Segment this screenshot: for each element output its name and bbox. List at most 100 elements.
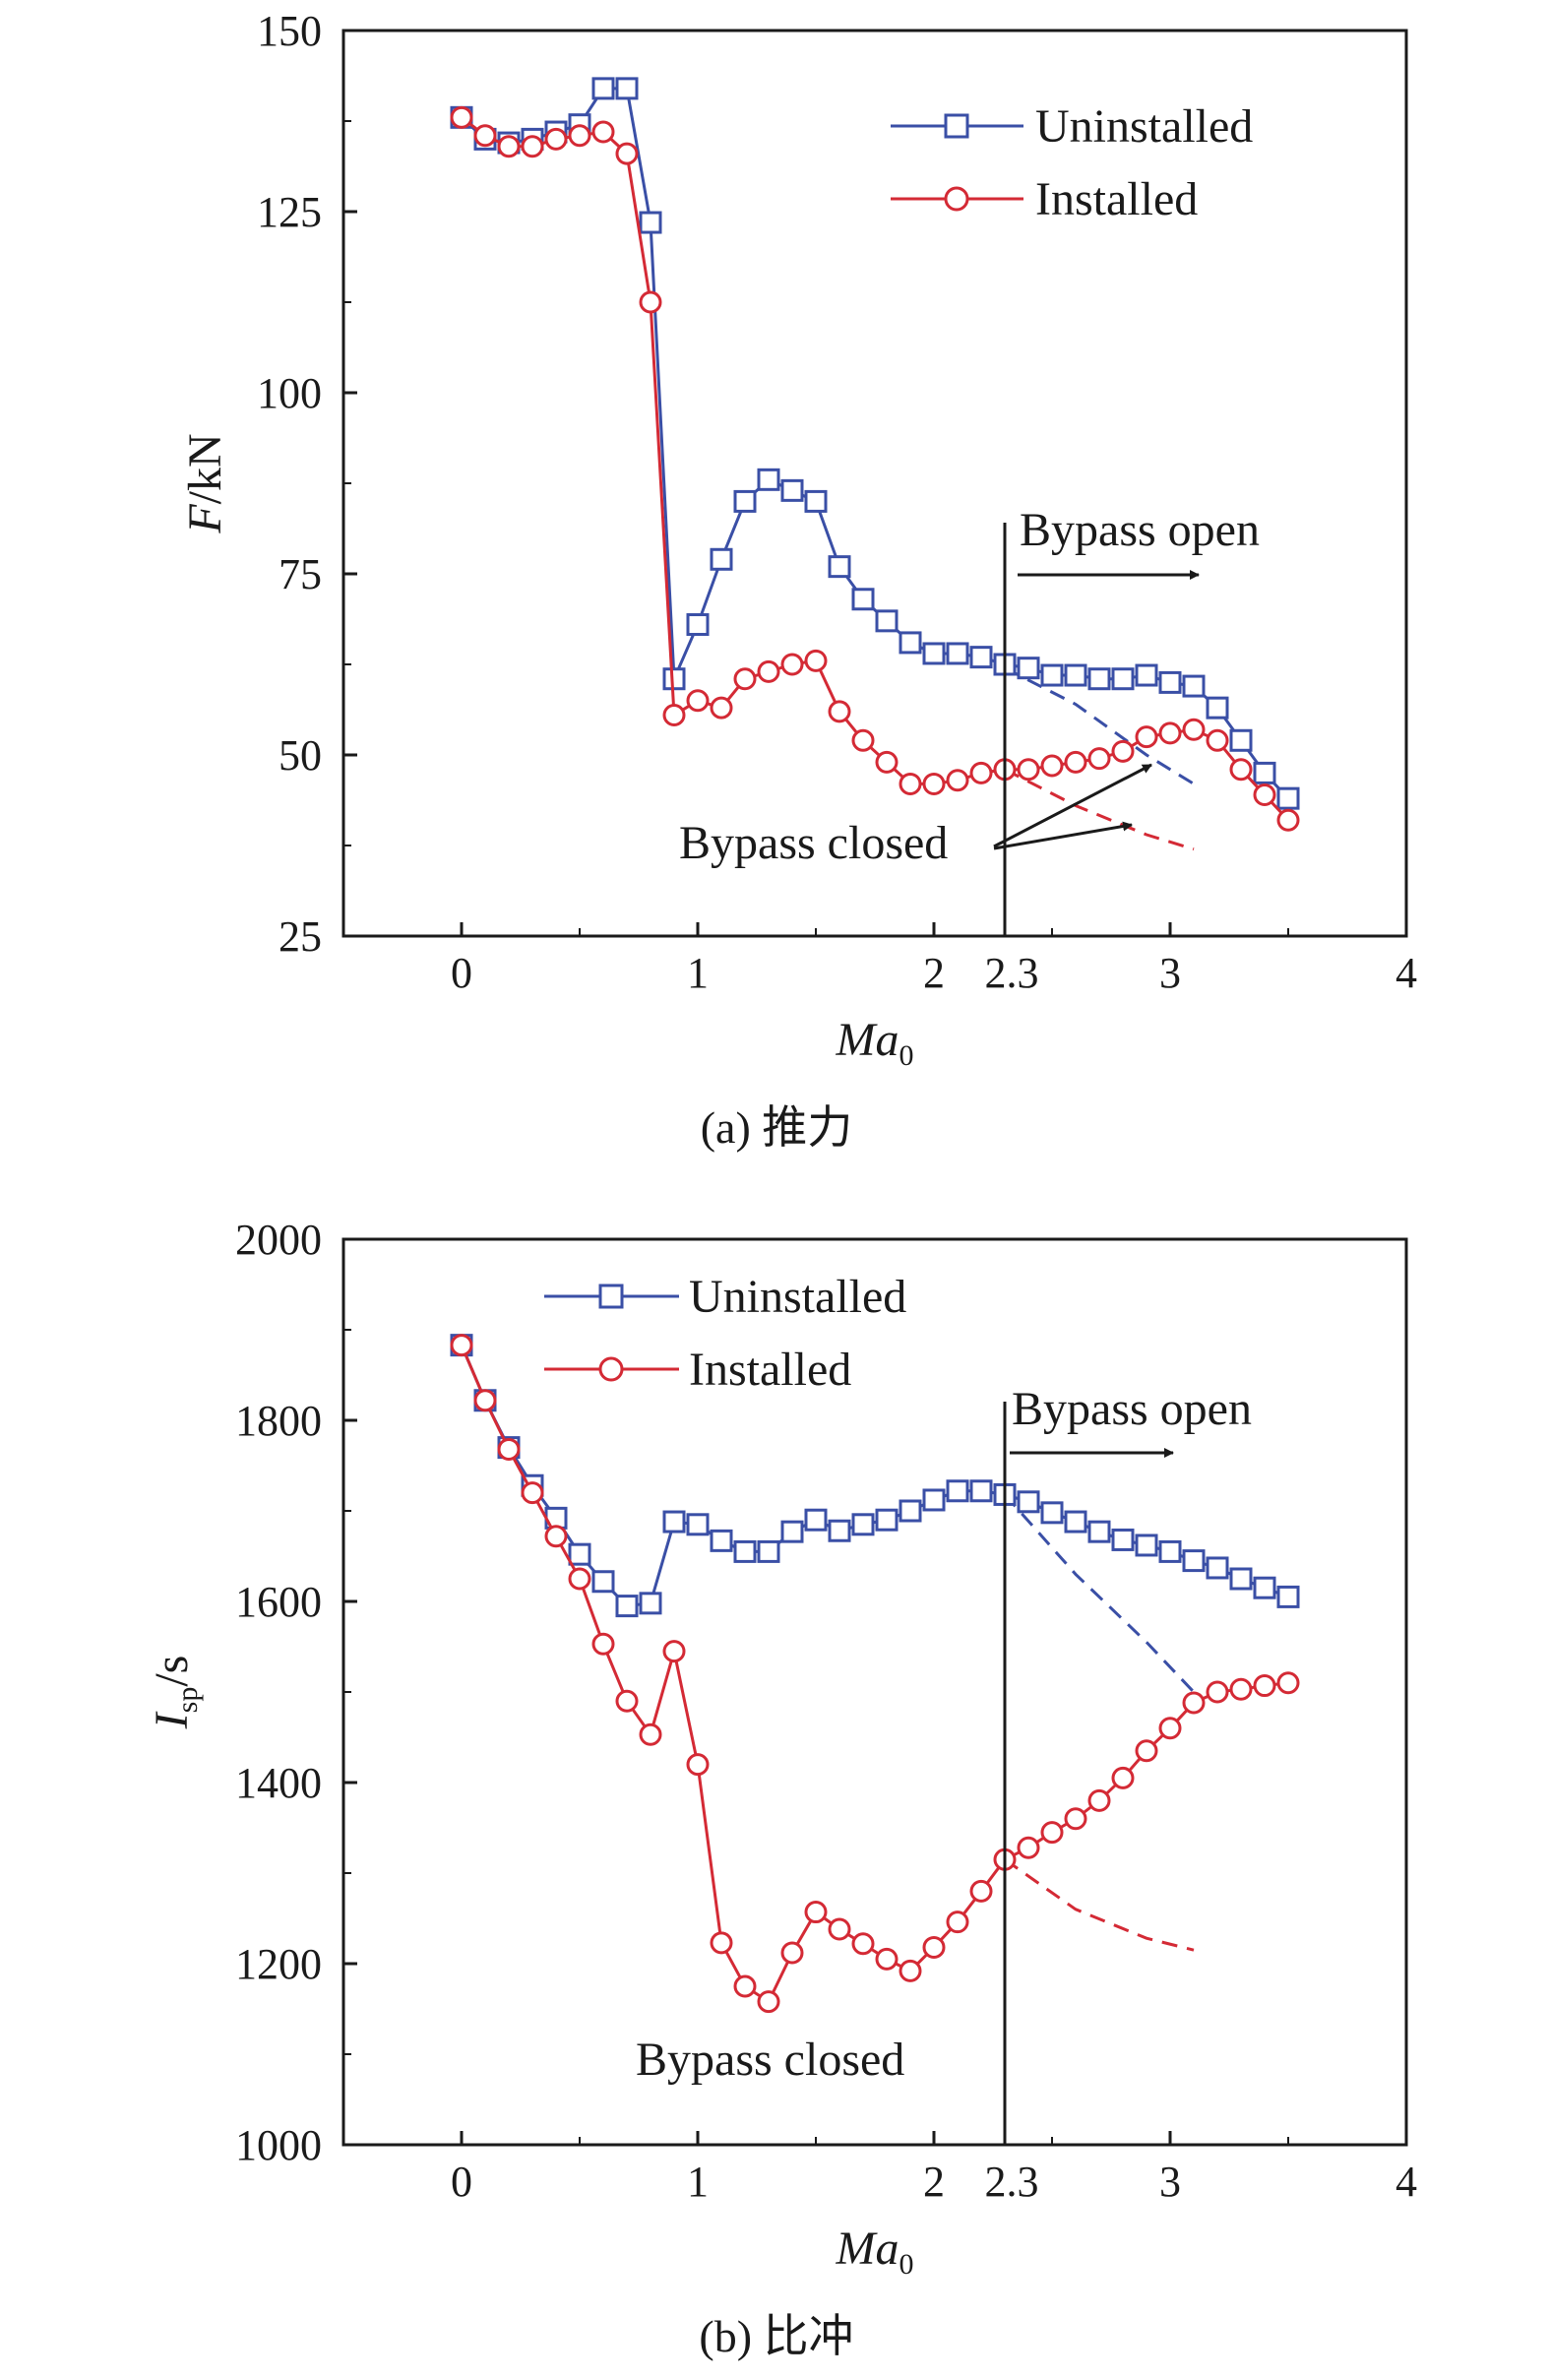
circle-marker: [946, 1910, 969, 1934]
square-marker: [1135, 1534, 1158, 1557]
square-marker: [639, 211, 662, 234]
y-tick-label: 1200: [235, 1940, 322, 1988]
circle-marker: [969, 761, 993, 784]
square-marker: [946, 642, 969, 665]
square-marker: [780, 478, 804, 502]
circle-marker: [1276, 1671, 1300, 1695]
circle-marker: [1182, 1691, 1206, 1715]
x-tick-label: 1: [687, 2158, 709, 2206]
y-axis-unit: /kN: [179, 433, 231, 504]
square-marker: [1229, 1567, 1253, 1591]
square-marker: [639, 1592, 662, 1615]
y-tick-label: 2000: [235, 1216, 322, 1264]
square-marker: [1276, 786, 1300, 810]
bypass-closed-arrow-upper: [993, 763, 1152, 848]
square-marker: [1182, 1549, 1206, 1573]
circle-marker: [710, 696, 733, 720]
square-marker: [1111, 667, 1135, 691]
y-tick-label: 150: [257, 7, 322, 55]
square-marker: [1087, 1520, 1111, 1543]
circle-marker: [710, 1931, 733, 1955]
circle-marker: [780, 653, 804, 676]
square-marker: [1158, 670, 1182, 694]
circle-marker: [1158, 1717, 1182, 1740]
x-tick-label: 4: [1395, 2158, 1417, 2206]
y-tick-label: 1800: [235, 1397, 322, 1445]
circle-marker: [1064, 1807, 1087, 1831]
x-tick-label: 4: [1395, 949, 1417, 997]
square-marker: [1206, 1556, 1229, 1580]
square-marker: [757, 468, 780, 491]
circle-marker: [757, 1990, 780, 2014]
data-series: [450, 77, 1300, 832]
axis-ticks: 0 1 2 3 4 1000 1200 1400 1600 1800 2000: [235, 1216, 1417, 2206]
circle-marker: [851, 728, 875, 752]
y-tick-label: 1600: [235, 1578, 322, 1626]
circle-marker: [780, 1941, 804, 1965]
vline-label: 2.3: [985, 949, 1039, 997]
square-marker: [710, 1529, 733, 1552]
circle-marker: [544, 1525, 568, 1548]
square-marker: [1064, 1510, 1087, 1534]
square-marker: [851, 1513, 875, 1536]
y-tick-label: 50: [279, 731, 322, 780]
square-marker: [828, 555, 851, 579]
square-marker: [1182, 674, 1206, 698]
square-marker: [733, 1539, 757, 1563]
chart-caption: (a) 推力: [701, 1102, 853, 1153]
x-tick-label: 1: [687, 949, 709, 997]
circle-marker: [615, 1689, 639, 1713]
square-marker: [899, 1499, 922, 1523]
square-marker: [1017, 1490, 1040, 1514]
circle-marker: [1253, 783, 1276, 806]
square-marker: [686, 613, 710, 637]
legend: Uninstalled Installed: [544, 1271, 906, 1396]
circle-marker: [1253, 1674, 1276, 1698]
legend-installed-label: Installed: [1035, 173, 1198, 225]
legend-circle-marker: [598, 1356, 624, 1382]
circle-marker: [804, 649, 828, 672]
circle-marker: [757, 659, 780, 683]
square-marker: [1276, 1585, 1300, 1608]
square-marker: [1135, 663, 1158, 687]
square-marker: [1111, 1528, 1135, 1551]
y-axis-symbol: I: [146, 1711, 198, 1729]
square-marker: [1040, 663, 1064, 687]
square-marker: [615, 1595, 639, 1618]
circle-marker: [733, 1974, 757, 1998]
circle-marker: [686, 689, 710, 713]
circle-marker: [1087, 1788, 1111, 1812]
x-axis-title: Ma0: [836, 1014, 914, 1072]
square-marker: [1253, 1576, 1276, 1599]
circle-marker: [922, 1935, 946, 1959]
bypass-open-label: Bypass open: [1012, 1383, 1252, 1435]
vline-label: 2.3: [985, 2158, 1039, 2206]
square-marker: [1064, 663, 1087, 687]
x-tick-label: 2: [923, 949, 945, 997]
square-marker: [1229, 728, 1253, 752]
square-marker: [946, 1479, 969, 1503]
circle-marker: [568, 1567, 591, 1591]
legend-square-marker: [598, 1284, 624, 1309]
svg-text:F/kN: F/kN: [179, 433, 231, 533]
legend-square-marker: [944, 113, 969, 139]
circle-marker: [662, 704, 686, 727]
circle-marker: [969, 1879, 993, 1903]
circle-marker: [450, 1334, 473, 1357]
square-marker: [899, 631, 922, 655]
axis-ticks: 0 1 2 3 4 25 50 75 100 125 150: [257, 7, 1417, 997]
circle-marker: [521, 135, 544, 158]
y-axis-symbol: F: [179, 504, 231, 534]
square-marker: [851, 588, 875, 611]
legend-installed-label: Installed: [689, 1344, 851, 1396]
circle-marker: [1229, 1677, 1253, 1701]
dashed-series-line: [1004, 768, 1195, 851]
square-marker: [686, 1513, 710, 1536]
circle-marker: [591, 1632, 615, 1656]
circle-marker: [497, 1437, 521, 1461]
x-tick-label: 0: [451, 949, 472, 997]
circle-marker: [875, 750, 899, 774]
square-marker: [875, 1508, 899, 1532]
y-axis-unit: /s: [146, 1656, 198, 1687]
